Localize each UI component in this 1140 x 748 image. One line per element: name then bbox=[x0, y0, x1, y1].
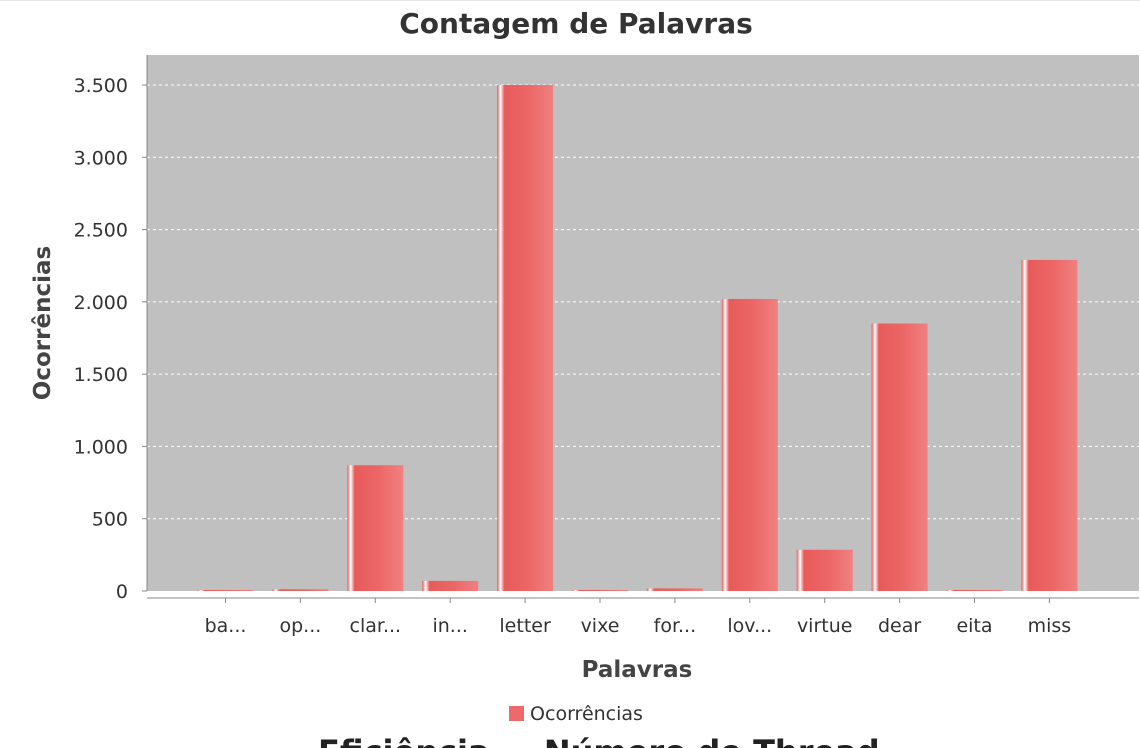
bar-7 bbox=[646, 588, 703, 591]
next-chart-title: Eficiência — Número de Threads bbox=[318, 734, 878, 748]
bar-1 bbox=[197, 590, 254, 591]
bar-6 bbox=[572, 590, 628, 591]
y-tick-label: 1.500 bbox=[74, 364, 128, 386]
bar-8 bbox=[721, 298, 778, 591]
y-tick-label: 1.000 bbox=[74, 436, 128, 458]
x-tick-label: miss bbox=[1028, 615, 1072, 637]
legend-label: Ocorrências bbox=[530, 703, 643, 725]
y-tick-label: 3.000 bbox=[74, 147, 128, 169]
chart-title: Contagem de Palavras bbox=[399, 7, 753, 40]
x-tick-label: lov... bbox=[727, 615, 772, 637]
x-tick-label: letter bbox=[499, 615, 551, 637]
bars bbox=[197, 85, 1078, 591]
bar-3 bbox=[347, 465, 404, 591]
y-tick-label: 0 bbox=[116, 581, 128, 603]
bar-5 bbox=[497, 85, 554, 591]
x-tick-label: op... bbox=[279, 615, 321, 637]
top-border bbox=[0, 0, 1140, 1]
x-tick-label: eita bbox=[956, 615, 992, 637]
bar-4 bbox=[422, 580, 479, 591]
next-chart-title-clipped: Eficiência — Número de Threads bbox=[318, 734, 878, 748]
bar-10 bbox=[871, 323, 928, 591]
legend: Ocorrências bbox=[0, 701, 1140, 727]
plot-area bbox=[147, 55, 1139, 591]
y-tick-label: 3.500 bbox=[74, 75, 128, 97]
x-tick-label: in... bbox=[432, 615, 467, 637]
y-ticks: 0 500 1.000 1.500 2.000 2.500 3.000 3.500 bbox=[74, 75, 147, 603]
x-tick-label: vixe bbox=[581, 615, 620, 637]
x-axis-title: Palavras bbox=[582, 657, 693, 683]
legend-swatch bbox=[509, 706, 525, 721]
x-tick-label: dear bbox=[878, 615, 921, 637]
x-ticks: ba... op... clar... in... letter vixe for... lo… bbox=[205, 598, 1072, 637]
x-tick-label: ba... bbox=[205, 615, 247, 637]
x-tick-label: for... bbox=[654, 615, 697, 637]
y-tick-label: 2.000 bbox=[74, 292, 128, 314]
x-tick-label: clar... bbox=[350, 615, 402, 637]
y-tick-label: 2.500 bbox=[74, 220, 128, 242]
bar-chart: 0 500 1.000 1.500 2.000 2.500 3.000 3.500 ba...… bbox=[30, 55, 1139, 683]
x-tick-label: virtue bbox=[797, 615, 853, 637]
y-tick-label: 500 bbox=[92, 509, 128, 531]
bar-12 bbox=[1021, 259, 1078, 591]
bar-11 bbox=[946, 590, 1003, 591]
bar-2 bbox=[272, 589, 329, 591]
y-axis-title: Ocorrências bbox=[30, 246, 56, 400]
bar-9 bbox=[796, 549, 853, 591]
